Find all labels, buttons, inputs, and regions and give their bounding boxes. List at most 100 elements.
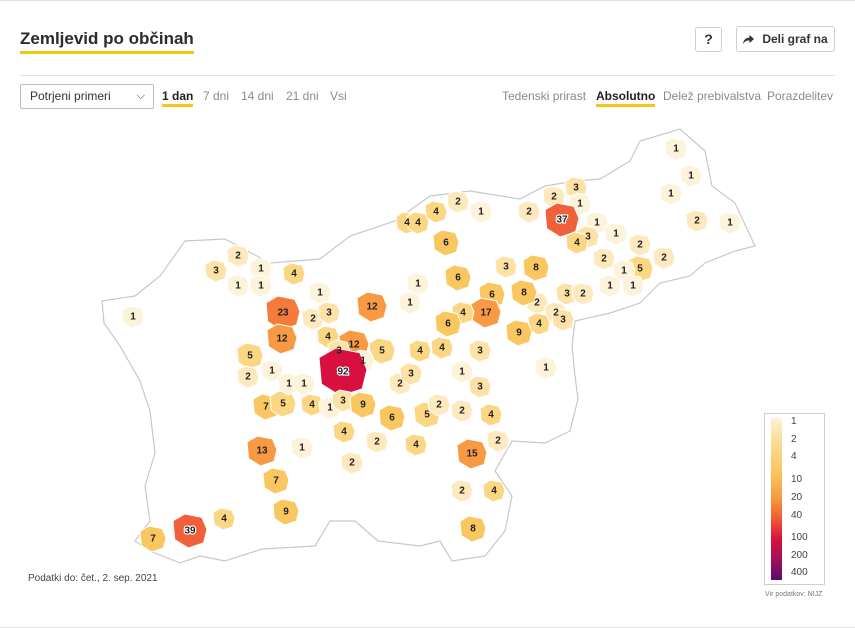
municipality-area[interactable] xyxy=(450,479,474,503)
municipality-area[interactable] xyxy=(542,185,566,209)
municipality-area[interactable] xyxy=(468,375,492,399)
municipality-area[interactable] xyxy=(282,262,306,286)
municipality-area[interactable] xyxy=(679,164,703,188)
municipality-area[interactable] xyxy=(265,295,301,331)
municipality-area[interactable] xyxy=(664,137,688,161)
municipality-area[interactable] xyxy=(236,342,264,370)
mode-distribution[interactable]: Porazdelitev xyxy=(767,89,834,103)
municipality-area[interactable] xyxy=(565,231,589,255)
municipality-area[interactable] xyxy=(356,291,388,323)
municipality-area[interactable] xyxy=(236,365,260,389)
range-all[interactable]: Vsi xyxy=(330,89,347,103)
municipality-area[interactable] xyxy=(260,359,284,383)
data-date-footnote: Podatki do: čet., 2. sep. 2021 xyxy=(28,573,158,584)
municipality-area[interactable] xyxy=(212,507,236,531)
municipality-area[interactable] xyxy=(308,281,332,305)
municipality-area[interactable] xyxy=(121,305,145,329)
range-14-days[interactable]: 14 dni xyxy=(241,89,274,103)
municipality-area[interactable] xyxy=(139,525,167,553)
mode-absolute[interactable]: Absolutno xyxy=(596,89,656,107)
municipality-value-label: 2 xyxy=(551,192,557,203)
municipality-area[interactable] xyxy=(468,339,492,363)
municipality-area[interactable] xyxy=(517,200,541,224)
municipality-area[interactable] xyxy=(510,279,538,307)
municipality-value-label: 1 xyxy=(258,281,264,292)
municipality-area[interactable] xyxy=(246,435,278,467)
municipality-area[interactable] xyxy=(272,498,300,526)
municipality-area[interactable] xyxy=(266,323,298,355)
municipality-area[interactable] xyxy=(459,515,487,543)
municipality-area[interactable] xyxy=(551,308,575,332)
municipality-area[interactable] xyxy=(469,200,493,224)
municipality-area[interactable] xyxy=(604,222,628,246)
municipality-area[interactable] xyxy=(652,246,676,270)
municipality-area[interactable] xyxy=(628,233,652,257)
municipality-value-label: 1 xyxy=(594,218,600,229)
municipality-area[interactable] xyxy=(470,297,502,329)
municipality-area[interactable] xyxy=(718,211,742,235)
municipality-area[interactable] xyxy=(340,451,364,475)
municipality-value-label: 1 xyxy=(415,279,421,290)
municipality-value-label: 9 xyxy=(283,507,289,518)
municipality-area[interactable] xyxy=(434,310,462,338)
municipality-area[interactable] xyxy=(399,362,423,386)
municipality-value-label: 4 xyxy=(460,308,466,319)
municipality-value-label: 2 xyxy=(459,406,465,417)
municipality-area[interactable] xyxy=(598,274,622,298)
municipality-area[interactable] xyxy=(172,513,208,549)
mode-weekly-growth[interactable]: Tedenski prirast xyxy=(502,89,587,103)
municipality-area[interactable] xyxy=(226,244,250,268)
municipality-area[interactable] xyxy=(482,479,506,503)
municipality-value-label: 6 xyxy=(489,290,495,301)
municipality-area[interactable] xyxy=(430,336,454,360)
municipality-area[interactable] xyxy=(317,301,341,325)
municipality-area[interactable] xyxy=(444,264,472,292)
municipality-area[interactable] xyxy=(406,211,430,235)
municipality-area[interactable] xyxy=(427,393,451,417)
chart-title: Zemljevid po občinah xyxy=(20,29,194,54)
municipality-area[interactable] xyxy=(226,274,250,298)
municipality-area[interactable] xyxy=(446,190,470,214)
municipality-area[interactable] xyxy=(378,404,406,432)
municipality-area[interactable] xyxy=(456,438,488,470)
municipality-area[interactable] xyxy=(571,282,595,306)
municipality-area[interactable] xyxy=(249,257,273,281)
municipality-area[interactable] xyxy=(534,356,558,380)
municipality-area[interactable] xyxy=(408,339,432,363)
municipality-area[interactable] xyxy=(432,229,460,257)
municipality-value-label: 3 xyxy=(477,382,483,393)
municipality-area[interactable] xyxy=(292,372,316,396)
range-1-day[interactable]: 1 dan xyxy=(162,89,194,107)
municipality-area[interactable] xyxy=(249,274,273,298)
municipality-area[interactable] xyxy=(505,319,533,347)
range-21-days[interactable]: 21 dni xyxy=(286,89,319,103)
municipality-area[interactable] xyxy=(685,209,709,233)
municipality-area[interactable] xyxy=(544,202,580,238)
municipality-area[interactable] xyxy=(262,467,290,495)
municipality-area[interactable] xyxy=(318,347,368,397)
municipality-value-label: 6 xyxy=(455,273,461,284)
municipality-value-label: 2 xyxy=(601,254,607,265)
metric-select[interactable]: Potrjeni primeri ⌵ xyxy=(20,84,154,109)
municipality-area[interactable] xyxy=(332,420,356,444)
municipality-area[interactable] xyxy=(621,274,645,298)
municipality-area[interactable] xyxy=(406,272,430,296)
help-button[interactable]: ? xyxy=(695,27,722,52)
municipality-area[interactable] xyxy=(398,291,422,315)
municipality-area[interactable] xyxy=(365,430,389,454)
municipality-area[interactable] xyxy=(290,436,314,460)
municipality-area[interactable] xyxy=(592,247,616,271)
municipality-area[interactable] xyxy=(659,182,683,206)
municipality-area[interactable] xyxy=(349,391,377,419)
municipality-area[interactable] xyxy=(522,254,550,282)
municipality-area[interactable] xyxy=(450,399,474,423)
municipality-area[interactable] xyxy=(450,360,474,384)
share-button[interactable]: Deli graf na xyxy=(736,26,835,52)
municipality-area[interactable] xyxy=(479,403,503,427)
municipality-area[interactable] xyxy=(404,433,428,457)
municipality-area[interactable] xyxy=(494,255,518,279)
range-7-days[interactable]: 7 dni xyxy=(203,89,230,103)
municipality-area[interactable] xyxy=(486,429,510,453)
mode-population-share[interactable]: Delež prebivalstva xyxy=(663,89,762,103)
municipality-area[interactable] xyxy=(204,259,228,283)
